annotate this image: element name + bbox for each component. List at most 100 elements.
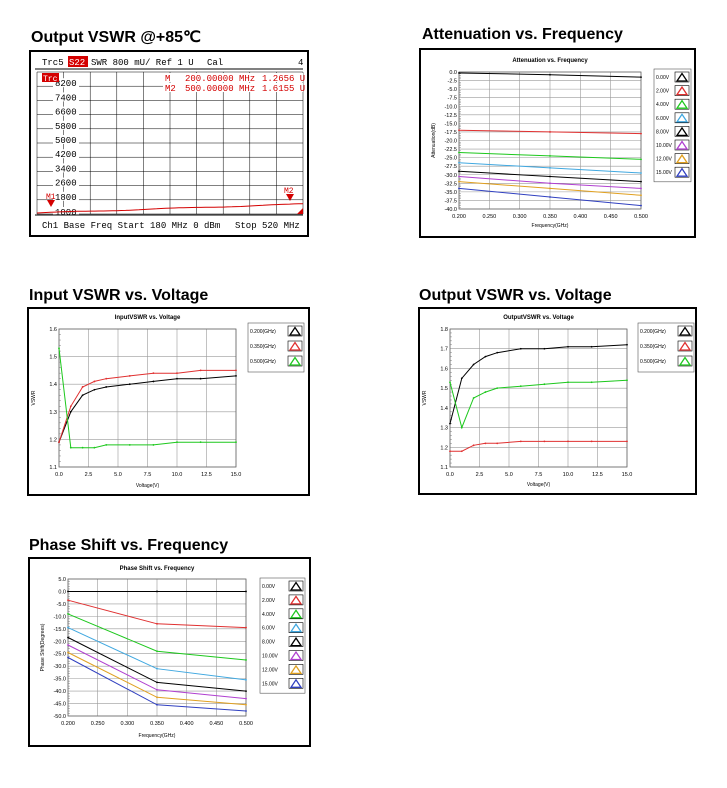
y-tick-label: -22.5 — [444, 147, 457, 153]
data-point — [176, 441, 178, 444]
data-point — [245, 690, 247, 692]
legend-label: 0.00V — [656, 75, 670, 81]
legend-swatch-box — [674, 71, 690, 83]
vna-param-box — [68, 56, 88, 67]
series-line — [58, 369, 236, 443]
legend-label: 15.00V — [262, 681, 279, 687]
vna-ytick-label: 1800 — [55, 193, 77, 203]
data-point — [128, 375, 131, 377]
legend-label: 0.00V — [262, 584, 276, 590]
vna-screen: Trc5 S22 SWR 800 mU/ Ref 1 U Cal 4 8200 7… — [35, 56, 305, 231]
y-tick-label: 5.0 — [58, 577, 66, 583]
y-tick-label: -5.0 — [448, 87, 457, 93]
y-tick-label: 1.2 — [49, 437, 57, 443]
data-point — [543, 440, 546, 443]
data-point — [105, 386, 108, 388]
legend-label: 10.00V — [656, 143, 673, 149]
legend-swatch-box — [287, 325, 303, 337]
y-tick-label: -40.0 — [53, 689, 66, 695]
data-point — [458, 129, 460, 132]
series-line — [449, 379, 628, 430]
legend-swatch-box — [677, 325, 693, 337]
data-point — [176, 377, 178, 380]
legend-swatch-box — [674, 166, 690, 178]
vna-ytick-label: 5000 — [55, 136, 77, 146]
data-point — [640, 172, 642, 174]
data-point — [67, 626, 69, 629]
data-point — [549, 131, 551, 133]
data-point — [67, 590, 69, 593]
legend-swatch-box — [674, 126, 690, 137]
data-point — [58, 347, 60, 350]
x-tick-label: 0.350 — [543, 214, 557, 220]
vna-footer-left: Ch1 Base Freq Start 180 MHz 0 dBm — [42, 221, 220, 231]
data-point — [105, 377, 108, 380]
y-tick-label: -37.5 — [444, 198, 457, 204]
data-point — [67, 636, 69, 639]
y-tick-label: -20.0 — [53, 639, 66, 645]
data-point — [519, 385, 522, 388]
data-point — [245, 626, 247, 629]
vna-ytick-bg — [53, 149, 79, 159]
data-point — [458, 180, 460, 183]
legend-swatch — [678, 326, 692, 336]
vna-trc-badge — [42, 73, 59, 82]
chart-phase-shift: Phase Shift vs. Frequency 0.200 0.250 0.300… — [40, 566, 306, 739]
y-tick-label: 1.3 — [440, 426, 448, 432]
data-point — [496, 442, 499, 445]
data-point — [449, 422, 451, 425]
legend-swatch-box — [288, 664, 304, 675]
legend-swatch — [675, 99, 689, 109]
x-tick-label: 15.0 — [231, 472, 242, 478]
y-tick-label: -45.0 — [53, 702, 66, 708]
y-tick-label: -10.0 — [444, 104, 457, 110]
legend-swatch — [289, 609, 303, 619]
data-point — [235, 441, 237, 444]
y-tick-label: -15.0 — [444, 121, 457, 127]
y-tick-label: -25.0 — [444, 156, 457, 162]
vna-ytick-bg — [53, 78, 79, 88]
y-axis-label: Attenuation(dB) — [431, 123, 437, 158]
legend-label: 12.00V — [262, 667, 279, 673]
vna-marker-name: M2 — [165, 84, 176, 94]
x-tick-label: 15.0 — [622, 472, 633, 478]
y-tick-label: -2.5 — [448, 79, 457, 85]
legend-swatch — [289, 650, 303, 661]
legend-swatch-box — [674, 139, 690, 151]
data-point — [69, 405, 72, 408]
vna-marker-freq: 500.00000 MHz — [185, 84, 255, 94]
x-tick-label: 0.450 — [604, 214, 618, 220]
y-tick-label: -20.0 — [444, 139, 457, 145]
vna-trace — [36, 203, 304, 214]
data-point — [496, 387, 499, 390]
legend-swatch-box — [674, 98, 690, 110]
legend-swatch-box — [677, 355, 693, 367]
vna-ytick-bg — [53, 92, 79, 102]
data-point — [199, 441, 202, 444]
data-point — [152, 380, 155, 383]
data-point — [472, 444, 475, 447]
vna-trace-label: Trc5 — [42, 58, 64, 68]
data-point — [245, 703, 247, 706]
data-point — [69, 446, 72, 449]
data-point — [449, 450, 451, 453]
plot-area — [67, 578, 247, 717]
data-point — [81, 386, 84, 388]
plot-area — [58, 328, 237, 468]
data-point — [460, 426, 463, 429]
data-point — [640, 194, 642, 197]
data-point — [156, 590, 158, 593]
vna-ytick-label: 1000 — [55, 208, 77, 218]
data-point — [128, 444, 131, 446]
legend-label: 0.350(GHz) — [640, 344, 666, 350]
y-tick-label: 0.0 — [58, 589, 66, 595]
vna-ytick-label: 6600 — [55, 108, 77, 118]
y-tick-label: -35.0 — [53, 677, 66, 683]
vna-marker-2 — [286, 194, 294, 201]
chart-frame-phase-shift: Phase Shift vs. Frequency 0.200 0.250 0.300… — [28, 557, 311, 747]
y-tick-label: -30.0 — [444, 173, 457, 179]
vna-ytick-label: 8200 — [55, 79, 77, 89]
vna-marker-readout-bg — [163, 73, 303, 82]
plot-area — [458, 71, 642, 210]
data-point — [626, 343, 628, 346]
